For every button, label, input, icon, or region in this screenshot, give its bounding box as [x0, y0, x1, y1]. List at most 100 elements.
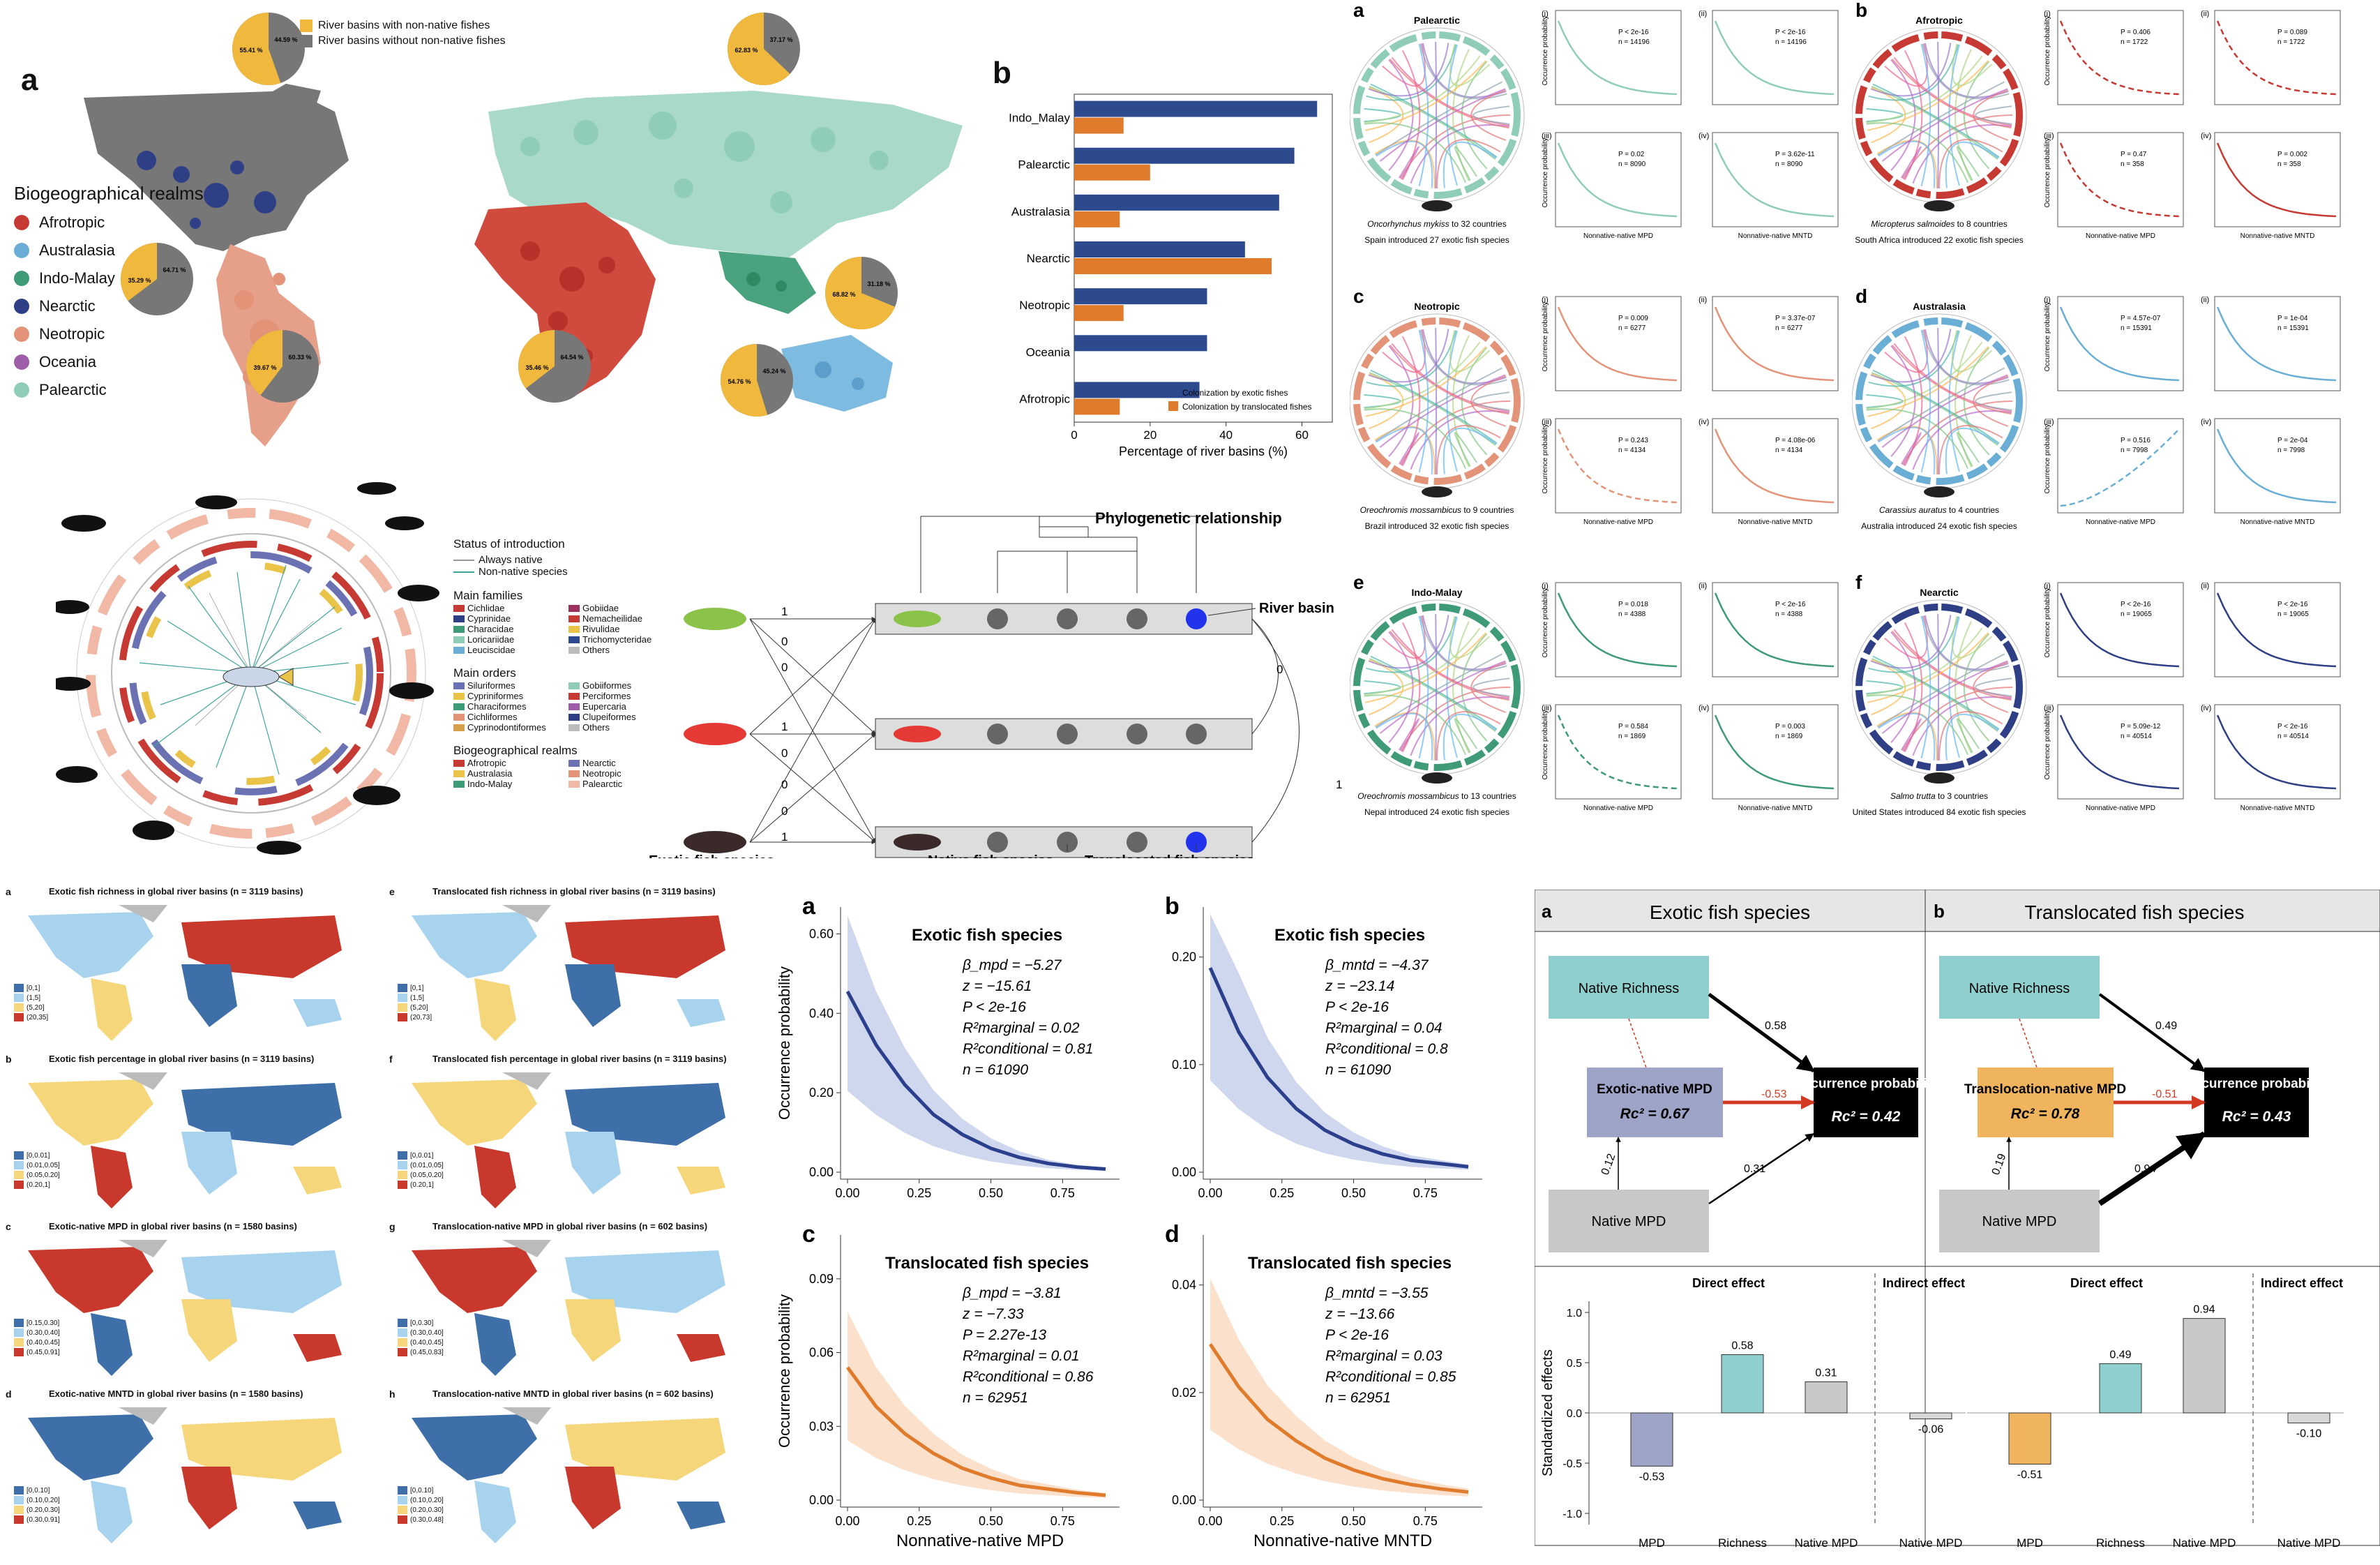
chord-link — [1376, 140, 1433, 188]
subplot-id: (i) — [1542, 296, 1549, 304]
map-key-swatch — [14, 984, 24, 992]
subplot-n: n = 1722 — [2121, 38, 2148, 46]
edge-label: 0 — [781, 804, 788, 818]
effect-category: Richness — [1718, 1536, 1767, 1550]
effects-ytick: 0.5 — [1567, 1358, 1582, 1370]
y-tick-label: 0.03 — [809, 1419, 834, 1433]
map-title: Translocation-native MNTD in global rive… — [432, 1388, 714, 1399]
subplot-id: (iii) — [2044, 418, 2054, 426]
chord-link — [1419, 43, 1507, 100]
introduction-edge — [749, 618, 876, 843]
chord-link — [1364, 55, 1481, 123]
bar-1 — [1074, 117, 1124, 134]
subplot-frame — [1712, 704, 1839, 800]
chord-link — [1470, 89, 1507, 141]
map-key-label: (0.30,0.40] — [410, 1328, 444, 1337]
chord-caption: United States introduced 84 exotic fish … — [1853, 807, 2026, 817]
bar-panel-label: b — [993, 56, 1011, 90]
chord-link — [1866, 55, 1983, 123]
map-key-label: (0.45,0.83] — [410, 1348, 444, 1356]
map-label: g — [389, 1221, 396, 1232]
y-tick-label: 0.20 — [1172, 950, 1196, 964]
chord-link — [1877, 653, 2005, 728]
map-label: e — [389, 886, 395, 897]
subplot-frame — [2214, 704, 2341, 800]
subplot-p: P = 0.009 — [1618, 315, 1648, 322]
bar-1 — [1074, 305, 1124, 322]
subplot-n: n = 1722 — [2277, 38, 2305, 46]
chord-caption: Spain introduced 27 exotic fish species — [1364, 235, 1509, 245]
exotic-fish-icon — [684, 723, 746, 745]
legend-item: Cyprinodontiformes — [453, 722, 568, 733]
map-panel-f: f Translocated fish percentage in global … — [384, 1054, 760, 1218]
map-key-label: (0.30,0.40] — [27, 1328, 60, 1337]
map-key-swatch — [398, 1013, 407, 1021]
edge-label: 0 — [781, 747, 788, 760]
map-key-item: (0.20,1] — [398, 1181, 444, 1189]
bar-legend-label: Colonization by exotic fishes — [1182, 388, 1288, 398]
pie-without-label: 31.18 % — [867, 280, 890, 287]
chord-link — [1436, 711, 1501, 761]
map-label: d — [6, 1388, 12, 1400]
native-species-dot — [987, 724, 1008, 744]
effect-value: 0.58 — [1731, 1340, 1753, 1351]
subplot-ylabel: Occurrence probability — [2044, 587, 2051, 657]
subplot-xlabel: Nonnative-native MNTD — [2240, 518, 2315, 526]
map-key-item: (0.30,0.40] — [398, 1328, 444, 1337]
chord-link — [1379, 374, 1506, 448]
map-panel-b: b Exotic fish percentage in global river … — [0, 1054, 377, 1218]
chord-link — [1418, 43, 1429, 187]
subplot-curve — [1557, 428, 1678, 504]
subplot-n: n = 40514 — [2277, 733, 2309, 740]
subplot-p: P = 0.243 — [1618, 437, 1648, 444]
realm-dot — [14, 243, 29, 258]
basin-curve — [1251, 618, 1300, 843]
chord-link — [1365, 632, 1487, 703]
subplot-n: n = 14196 — [1618, 38, 1650, 46]
map-key-item: (0.20,0.30] — [14, 1506, 60, 1514]
figure-2: Status of introduction Always native Non… — [0, 474, 1346, 865]
sem-header — [1534, 889, 2380, 932]
subplot-curve — [2216, 592, 2337, 668]
map-key-swatch — [398, 1328, 407, 1337]
node-mid — [1587, 1068, 1723, 1137]
subplot-curve — [1557, 592, 1678, 668]
chord-link — [1957, 432, 1980, 467]
map-key-label: (0.20,1] — [410, 1181, 434, 1189]
chord-panel-label: a — [1353, 0, 1364, 21]
legend-swatch — [453, 759, 465, 767]
curve-title: Exotic fish species — [1274, 926, 1425, 945]
chord-link — [1375, 367, 1503, 442]
x-tick-label: 0.25 — [907, 1186, 931, 1200]
chord-link — [1401, 622, 1421, 753]
chord-link — [1948, 616, 1960, 758]
map-key-label: (0.01,0.05] — [410, 1161, 444, 1169]
subplot-xlabel: Nonnative-native MNTD — [2240, 232, 2315, 240]
chord-link — [1419, 615, 1507, 672]
legend-swatch — [453, 682, 465, 689]
y-tick-label: 0.10 — [1172, 1058, 1196, 1072]
stat-line: R²marginal = 0.01 — [963, 1348, 1080, 1364]
map-key-item: (0.20,0.30] — [398, 1506, 444, 1514]
map-key-swatch — [14, 1348, 24, 1356]
subplot-xlabel: Nonnative-native MPD — [1583, 518, 1653, 526]
map-key: [0,1] (1,5] (5,20] (20,35] — [14, 984, 48, 1021]
tree-realms-title: Biogeographical realms — [453, 744, 578, 757]
map-key-swatch — [14, 1181, 24, 1189]
map-label: b — [6, 1054, 12, 1065]
effect-bar — [1630, 1412, 1673, 1467]
map-key: [0,0.01] (0.01,0.05] (0.05,0.20] (0.20,1] — [14, 1151, 60, 1189]
chord-link — [1867, 346, 1989, 417]
subplot-xlabel: Nonnative-native MPD — [2086, 518, 2155, 526]
subplot-frame — [2214, 10, 2341, 105]
bar-category-label: Neotropic — [1019, 299, 1070, 312]
subplot-p: P < 2e-16 — [2121, 601, 2151, 608]
pie-slice-with — [246, 330, 283, 396]
pie-chart: 35.46 % 64.54 % — [518, 330, 591, 403]
chord-link — [1473, 677, 1510, 697]
subplot-xlabel: Nonnative-native MNTD — [2240, 804, 2315, 812]
subplot-xlabel: Nonnative-native MNTD — [1738, 232, 1813, 240]
indirect-effect-title: Indirect effect — [2261, 1276, 2343, 1290]
y-tick-label: 0.00 — [1172, 1493, 1196, 1507]
legend-swatch — [568, 692, 580, 700]
